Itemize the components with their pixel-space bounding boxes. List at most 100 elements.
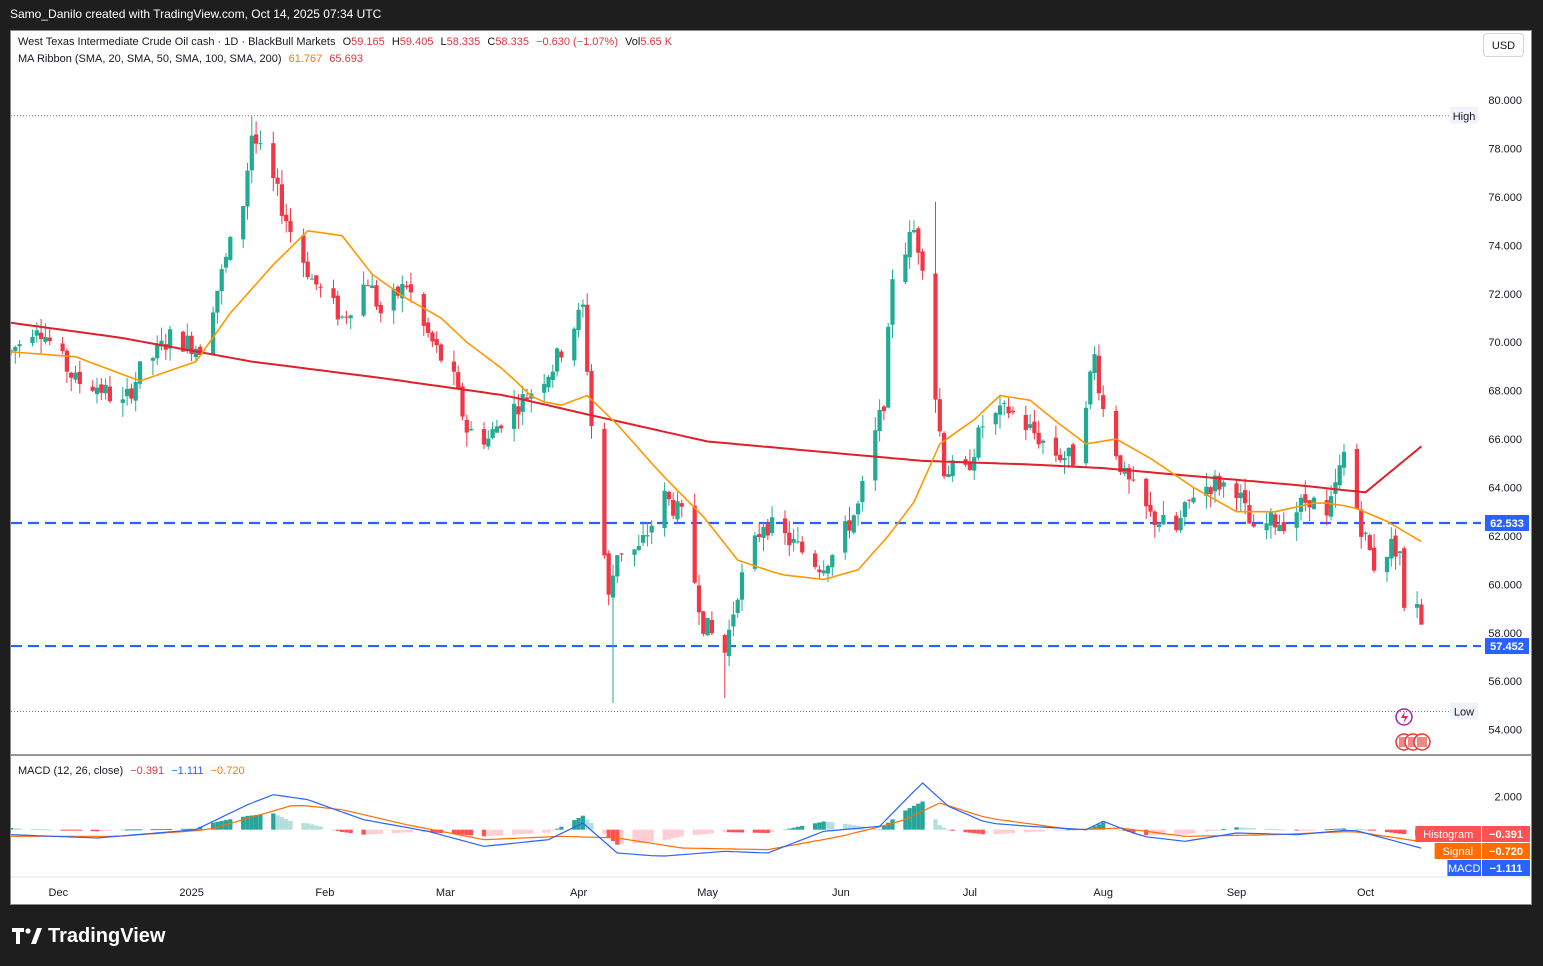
macd-tag-value: −0.720 <box>1489 846 1523 858</box>
macd-histogram-bar <box>752 829 758 833</box>
candle-body <box>1341 451 1347 468</box>
macd-histogram-bar <box>167 828 173 830</box>
high-tag-box <box>1450 106 1478 124</box>
candle-body <box>645 535 650 537</box>
candle-body <box>606 553 611 595</box>
candle-body <box>1040 440 1046 443</box>
macd-legend: MACD (12, 26, close) −0.391 −1.111 −0.72… <box>18 765 245 777</box>
high-value: 59.405 <box>399 36 434 48</box>
candle-body <box>692 505 697 583</box>
price-chart[interactable]: 80.000 78.000 76.000 74.000 72.000 70.000 68.0… <box>11 31 1532 905</box>
candle-body <box>335 295 340 320</box>
macd-histogram-bar <box>1337 828 1342 830</box>
macd-title[interactable]: MACD (12, 26, close) <box>18 765 124 777</box>
macd-histogram-bar <box>189 828 194 830</box>
candle-body <box>1088 371 1093 405</box>
close-label: C <box>487 36 496 48</box>
macd-histogram-bar <box>38 829 44 831</box>
macd-histogram-bar <box>494 829 500 836</box>
macd-histogram-bar <box>585 819 590 830</box>
ma-value-2: 65.693 <box>329 53 363 65</box>
macd-histogram-bar <box>1212 829 1218 831</box>
candle-body <box>1156 524 1162 528</box>
candle-body <box>886 326 891 408</box>
candle-body <box>1208 487 1213 495</box>
candle-body <box>1204 486 1209 496</box>
candle-body <box>671 500 676 516</box>
ma-title[interactable]: MA Ribbon (SMA, 20, SMA, 50, SMA, 100, S… <box>18 53 282 65</box>
macd-histogram-bar <box>198 826 203 830</box>
macd-histogram-bar <box>103 829 108 831</box>
candle-body <box>301 235 306 263</box>
candle-body <box>425 322 431 333</box>
y-tick-label: 60.000 <box>1488 579 1522 591</box>
high-label: H <box>391 36 400 48</box>
macd-histogram-bar <box>69 829 74 831</box>
candle-body <box>64 350 70 372</box>
candle-body <box>1002 403 1007 405</box>
candle-body <box>881 406 887 412</box>
macd-histogram-bar <box>782 829 788 831</box>
macd-histogram-bar <box>1397 829 1403 834</box>
macd-histogram-bar <box>241 816 246 830</box>
macd-histogram-bar <box>73 829 78 831</box>
macd-histogram-bar <box>636 829 641 843</box>
macd-line-value: −1.111 <box>171 765 204 777</box>
flag-stripes <box>1417 737 1427 747</box>
macd-histogram-bar <box>245 815 250 830</box>
candle-body <box>464 419 469 433</box>
macd-histogram-bar <box>941 827 947 830</box>
macd-histogram-bar <box>499 829 504 836</box>
macd-histogram-bar <box>546 829 551 833</box>
candle-body <box>1303 494 1308 503</box>
candle-body <box>877 409 882 432</box>
candle-body <box>1070 444 1076 466</box>
candle-body <box>812 553 818 567</box>
candle-body <box>980 426 985 428</box>
macd-histogram-bar <box>1096 824 1102 830</box>
macd-histogram-bar <box>1307 829 1312 831</box>
macd-histogram-bar <box>1251 828 1256 830</box>
macd-histogram-bar <box>163 829 168 831</box>
macd-histogram-bar <box>997 829 1003 834</box>
symbol-title[interactable]: West Texas Intermediate Crude Oil cash ·… <box>18 36 336 48</box>
candle-body <box>873 430 878 481</box>
candle-body <box>1393 535 1398 557</box>
y-tick-label: 72.000 <box>1488 289 1522 301</box>
macd-histogram-bar <box>77 829 82 831</box>
candle-body <box>860 480 865 502</box>
currency-button[interactable]: USD <box>1483 33 1524 57</box>
sma20-line <box>11 229 1422 581</box>
candle-body <box>933 273 938 400</box>
macd-histogram-bar <box>11 828 14 830</box>
macd-histogram-bar <box>589 822 594 830</box>
macd-histogram-bar <box>124 829 130 831</box>
candle-body <box>757 534 762 538</box>
macd-histogram-bar <box>907 808 912 830</box>
candle-body <box>825 565 831 574</box>
macd-histogram-bar <box>726 829 732 833</box>
candle-body <box>705 618 710 636</box>
macd-histogram-bar <box>430 829 435 833</box>
candle-body <box>821 570 826 574</box>
candle-body <box>662 490 667 529</box>
candle-body <box>1354 448 1360 509</box>
x-tick-label: Aug <box>1093 887 1113 899</box>
macd-histogram-bar <box>17 828 22 830</box>
candle-body <box>219 269 224 292</box>
candle-body <box>1126 467 1132 480</box>
candle-body <box>34 330 39 336</box>
candle-body <box>765 523 770 536</box>
candle-body <box>1217 475 1222 490</box>
candle-body <box>1281 522 1286 532</box>
macd-histogram-bar <box>1354 828 1360 830</box>
macd-signal-value: −0.720 <box>210 765 245 777</box>
candle-body <box>903 254 908 283</box>
candle-body <box>1363 532 1368 534</box>
macd-tick-label: 2.000 <box>1494 791 1522 803</box>
macd-histogram-bar <box>903 810 908 830</box>
candle-body <box>30 336 35 343</box>
macd-histogram-bar <box>1178 829 1183 835</box>
candle-body <box>150 358 156 361</box>
macd-histogram-bar <box>1294 829 1299 831</box>
